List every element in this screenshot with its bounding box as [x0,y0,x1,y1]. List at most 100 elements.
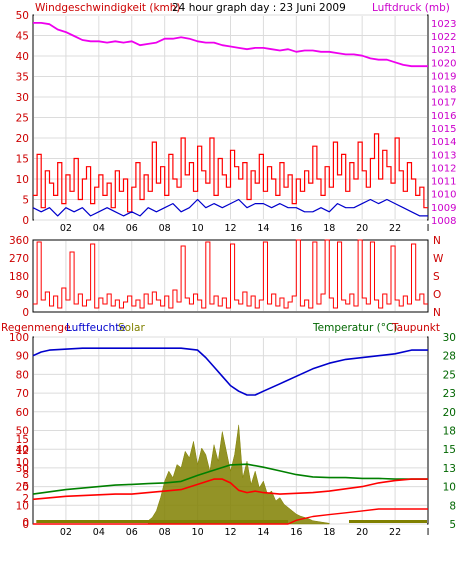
temperature-tick-label: 20 [443,407,456,419]
x-tick-label: 22 [389,223,401,234]
wind-tick-label: 20 [16,133,29,145]
wind-tick-label: 30 [16,92,29,104]
humidity-tick-label: 60 [16,407,29,419]
x-tick-label-bottom: 22 [389,527,401,538]
pressure-tick-label: 1018 [431,85,456,96]
rain-line [33,508,428,525]
humidity-tick-label: 70 [16,388,29,400]
pressure-tick-label: 1019 [431,71,456,82]
humidity-tick-label: 90 [16,351,29,363]
compass-tick-label: N [433,307,441,319]
x-tick-label-bottom: 12 [224,527,236,538]
x-tick-label-bottom: 06 [126,527,138,538]
solar-baseline [349,520,427,523]
humidity-tick-label: 80 [16,369,29,381]
compass-tick-label: W [433,253,444,265]
temperature-tick-label: 23 [443,388,456,400]
pressure-tick-label: 1011 [431,177,456,188]
direction-tick-label: 360 [9,235,29,247]
wind-avg-line [32,198,428,217]
x-tick-label: 14 [257,223,269,234]
x-tick-label: I [427,223,430,234]
wind-tick-label: 0 [22,215,29,227]
pressure-tick-label: 1020 [431,58,456,69]
humidity-tick-label: 50 [16,426,29,438]
x-tick-label-bottom: I [427,527,430,538]
wind-tick-label: 35 [16,72,29,84]
humidity-tick-label: 100 [9,332,29,344]
humidity-tick-label: 30 [16,463,29,475]
x-tick-label-bottom: 04 [93,527,105,538]
temperature-tick-label: 10 [443,482,456,494]
solar-tick-label: 5 [22,481,29,493]
humidity-tick-label: 0 [22,519,29,531]
solar-tick-label: 12 [16,445,29,457]
x-tick-label: 10 [192,223,204,234]
direction-tick-label: 270 [9,253,29,265]
compass-tick-label: S [433,271,440,283]
solar-tick-label: 2 [22,493,29,505]
humidity-tick-label: 20 [16,482,29,494]
x-tick-label: 06 [126,223,138,234]
pressure-line [33,21,428,68]
wind-tick-label: 15 [16,154,29,166]
x-tick-label-bottom: 20 [356,527,368,538]
x-tick-label-bottom: 10 [192,527,204,538]
solar-tick-label: 0 [22,517,29,529]
pressure-tick-label: 1012 [431,163,456,174]
x-tick-label-bottom: 16 [290,527,302,538]
wind-tick-label: 5 [22,195,29,207]
wind-tick-label: 50 [16,10,29,22]
solar-tick-label: 8 [22,469,29,481]
wind-title: Windgeschwindigkeit (kmh) [35,2,181,14]
wind-tick-label: 40 [16,51,29,63]
pressure-tick-label: 1010 [431,190,456,201]
humidity-tick-label: 10 [16,500,29,512]
x-tick-label: 02 [60,223,72,234]
solar-tick-label: 10 [16,457,29,469]
x-tick-label: 18 [323,223,335,234]
x-tick-label: 08 [159,223,171,234]
pressure-tick-label: 1023 [431,19,456,30]
temperature-tick-label: 28 [443,351,456,363]
date-title: 24 hour graph day : 23 Juni 2009 [172,2,346,14]
solar-tick-label: 15 [16,434,29,446]
pressure-tick-label: 1017 [431,98,456,109]
pressure-tick-label: 1022 [431,32,456,43]
temperature-tick-label: 25 [443,369,456,381]
compass-tick-label: N [433,235,441,247]
temperature-tick-label: 15 [443,444,456,456]
wind-gust-line [33,133,428,213]
humidity-tick-label: 40 [16,444,29,456]
chart-layer: 5045403530252015105010231022102110201019… [9,10,457,538]
pressure-tick-label: 1008 [431,216,456,227]
dewpoint-line [32,478,428,501]
solar-baseline [36,520,289,523]
temperature-tick-label: 5 [449,519,456,531]
x-tick-label-bottom: 14 [257,527,269,538]
pressure-title: Luftdruck (mb) [372,2,450,14]
temperature-tick-label: 13 [443,463,456,475]
temperature-line [32,463,428,495]
pressure-tick-label: 1009 [431,203,456,214]
direction-tick-label: 180 [9,271,29,283]
x-tick-label: 12 [224,223,236,234]
solar-title: Solar [118,322,145,334]
x-tick-label: 16 [290,223,302,234]
temperature-tick-label: 18 [443,426,456,438]
x-tick-label-bottom: 02 [60,527,72,538]
x-tick-label-bottom: 18 [323,527,335,538]
pressure-tick-label: 1014 [431,137,456,148]
temperature-tick-label: 8 [449,500,456,512]
direction-tick-label: 90 [16,289,29,301]
wind-direction-line [33,239,428,309]
temperature-tick-label: 30 [443,332,456,344]
pressure-tick-label: 1013 [431,150,456,161]
pressure-tick-label: 1016 [431,111,456,122]
pressure-tick-label: 1015 [431,124,456,135]
dewpoint-title: Taupunkt [391,322,440,334]
humidity-title: Luftfeuchte [66,322,126,334]
solar-area [147,424,330,525]
